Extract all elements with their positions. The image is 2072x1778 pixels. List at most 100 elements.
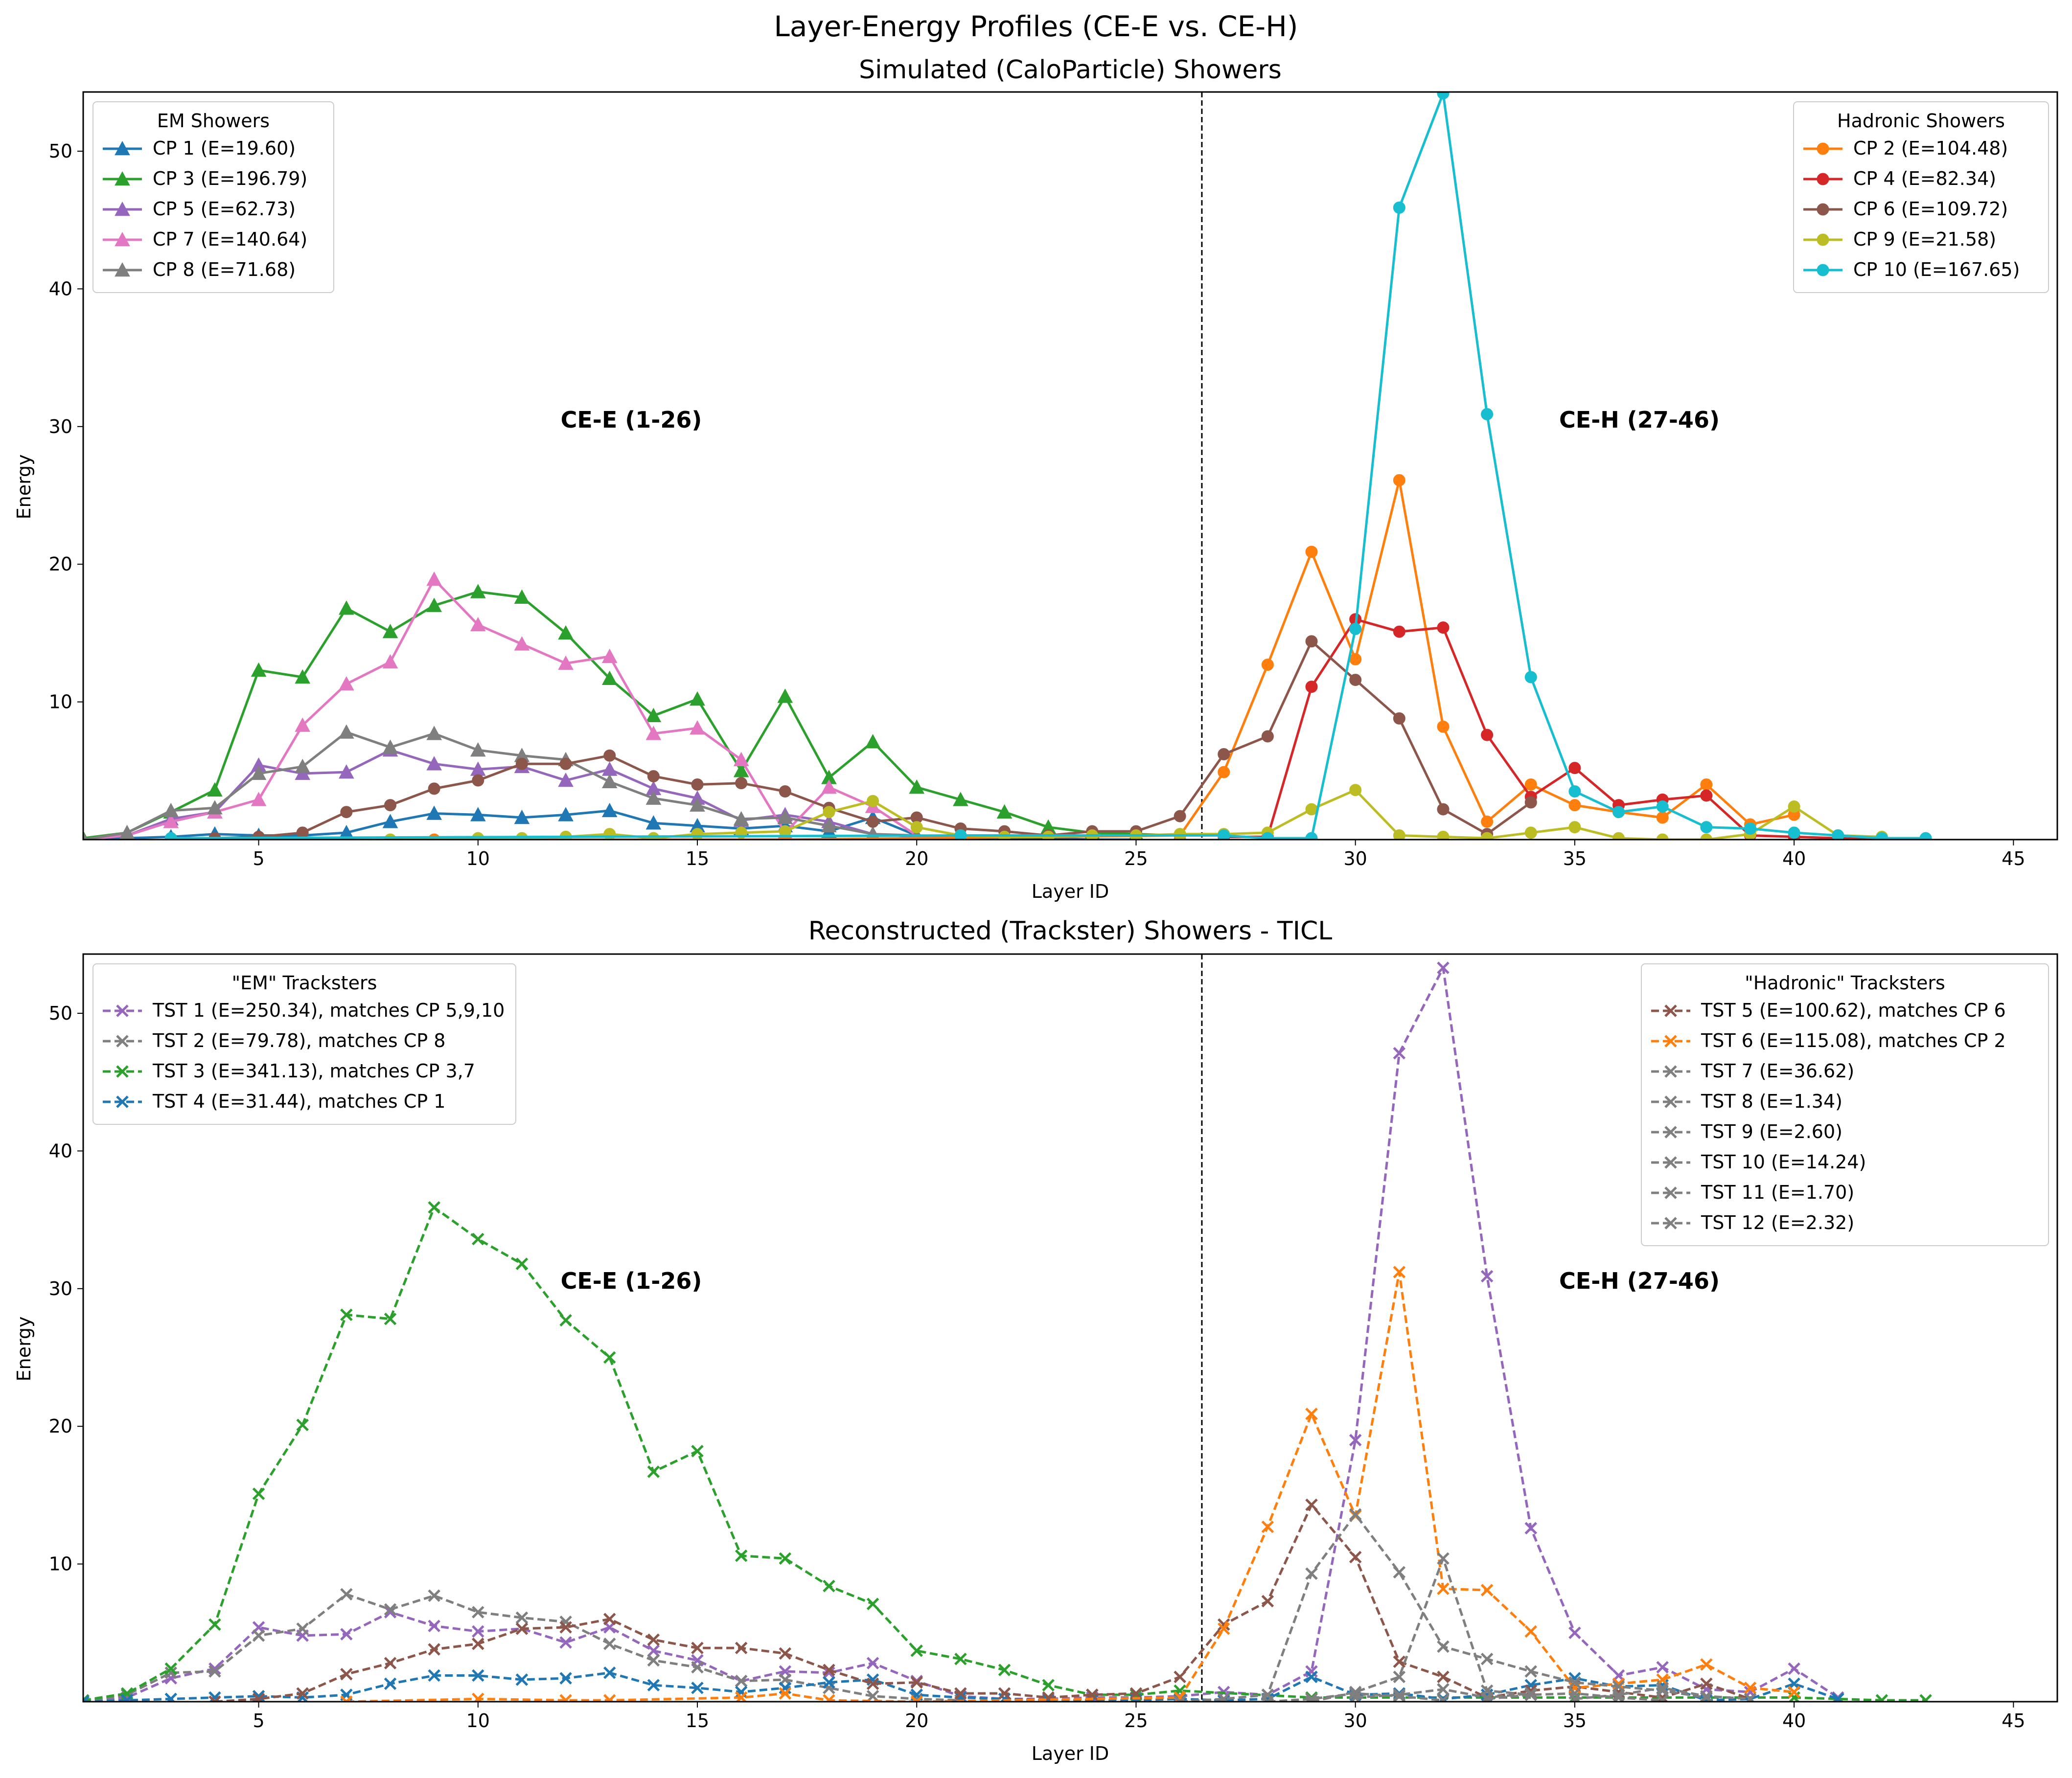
data-point [1393, 1670, 1406, 1684]
data-point [1612, 1688, 1625, 1701]
legend-em: EM Showers CP 1 (E=19.60) CP 3 (E=196.79) C… [92, 101, 334, 293]
data-point [1437, 1683, 1450, 1696]
data-point [603, 828, 616, 840]
data-point [472, 1692, 484, 1702]
data-point [1218, 748, 1230, 761]
data-point [691, 1682, 704, 1694]
data-point [384, 1312, 397, 1325]
data-point [1788, 1686, 1800, 1699]
data-point [1788, 1662, 1800, 1675]
data-point [339, 724, 354, 739]
data-point [1305, 832, 1318, 840]
x-tick-label: 10 [466, 848, 490, 869]
data-point [1305, 1692, 1318, 1702]
data-point [1656, 1661, 1669, 1674]
data-point [208, 1618, 221, 1631]
legends: "EM" Tracksters TST 1 (E=250.34), matches… [92, 963, 2049, 1246]
data-point [1480, 1270, 1494, 1283]
data-point [603, 1638, 616, 1650]
legend-title: EM Showers [157, 110, 270, 132]
data-point [251, 792, 267, 806]
legend-label: TST 7 (E=36.62) [1701, 1060, 1854, 1082]
plot-area: 5 10 15 20 25 30 35 40 45 10 20 30 40 50 [49, 91, 2058, 869]
data-point [998, 1664, 1011, 1677]
series-line [83, 1593, 961, 1702]
data-point [1349, 653, 1362, 665]
legend-label: TST 11 (E=1.70) [1701, 1182, 1854, 1203]
x-tick-label: 30 [1344, 1710, 1367, 1732]
data-point [1832, 1692, 1844, 1702]
data-point [428, 1619, 440, 1632]
data-point [472, 1232, 484, 1246]
legend-entry: TST 9 (E=2.60) [1651, 1121, 1842, 1142]
data-point [1349, 1686, 1362, 1699]
data-point [163, 802, 179, 818]
plot-area: 5 10 15 20 25 30 35 40 45 10 20 30 40 50 [49, 953, 2058, 1732]
x-tick-label: 10 [466, 1710, 490, 1732]
data-point [472, 1606, 484, 1618]
data-point [691, 1661, 704, 1674]
data-point [603, 1666, 616, 1679]
data-point [1568, 1676, 1581, 1689]
data-point [382, 654, 398, 669]
data-point [1524, 796, 1537, 809]
data-point [779, 1552, 792, 1565]
data-point [690, 720, 705, 735]
data-point [1437, 1694, 1450, 1702]
data-point [1042, 1679, 1055, 1691]
data-point [164, 1662, 178, 1675]
data-point [823, 1694, 835, 1702]
legend-label: CP 9 (E=21.58) [1853, 228, 1996, 250]
legend-entry: CP 9 (E=21.58) [1803, 228, 1996, 250]
data-point [384, 1657, 397, 1669]
data-point [954, 1687, 967, 1700]
data-point [558, 625, 574, 640]
data-point [1393, 1655, 1406, 1668]
series-12 [1568, 1682, 1757, 1702]
data-point [470, 584, 486, 598]
data-point [1481, 408, 1494, 420]
data-point [1788, 800, 1800, 813]
legends: EM Showers CP 1 (E=19.60) CP 3 (E=196.79) C… [92, 101, 2049, 293]
data-point [1700, 833, 1713, 840]
data-point [645, 726, 662, 740]
region-label-ce-e: CE-E (1-26) [561, 1268, 702, 1294]
data-point [823, 1579, 835, 1593]
data-point [1656, 800, 1669, 813]
data-point [1875, 1694, 1888, 1702]
data-point [777, 809, 793, 824]
data-point [779, 785, 791, 798]
series-10 [164, 92, 1932, 840]
legend-entry: TST 3 (E=341.13), matches CP 3,7 [103, 1060, 475, 1082]
data-point [601, 670, 618, 685]
data-point [1481, 832, 1494, 840]
data-point [1656, 1682, 1669, 1694]
data-point [1700, 821, 1713, 834]
data-point [1437, 803, 1450, 816]
data-point [735, 777, 748, 790]
series-line [83, 1206, 1926, 1702]
data-point [1261, 1695, 1274, 1702]
y-axis-label: Energy [13, 454, 35, 519]
data-point [1744, 1682, 1757, 1694]
data-point [998, 1687, 1011, 1700]
region-label-ce-h: CE-H (27-46) [1559, 1268, 1720, 1294]
data-point [252, 1692, 265, 1702]
data-point [1437, 830, 1450, 840]
legend-label: TST 12 (E=2.32) [1701, 1212, 1854, 1233]
data-point [164, 1666, 178, 1679]
legend-label: CP 1 (E=19.60) [153, 137, 296, 159]
data-point [909, 779, 925, 794]
y-tick-label: 10 [49, 1553, 72, 1575]
data-point [339, 600, 354, 615]
legend-marker [1817, 203, 1829, 216]
data-point [779, 1647, 792, 1660]
y-tick-label: 30 [49, 416, 72, 437]
data-point [733, 811, 749, 826]
data-point [428, 782, 440, 795]
data-point [340, 1588, 353, 1601]
data-point [1700, 1689, 1713, 1702]
data-point [1305, 1695, 1318, 1702]
region-label-ce-e: CE-E (1-26) [561, 407, 702, 433]
data-point [558, 772, 574, 787]
